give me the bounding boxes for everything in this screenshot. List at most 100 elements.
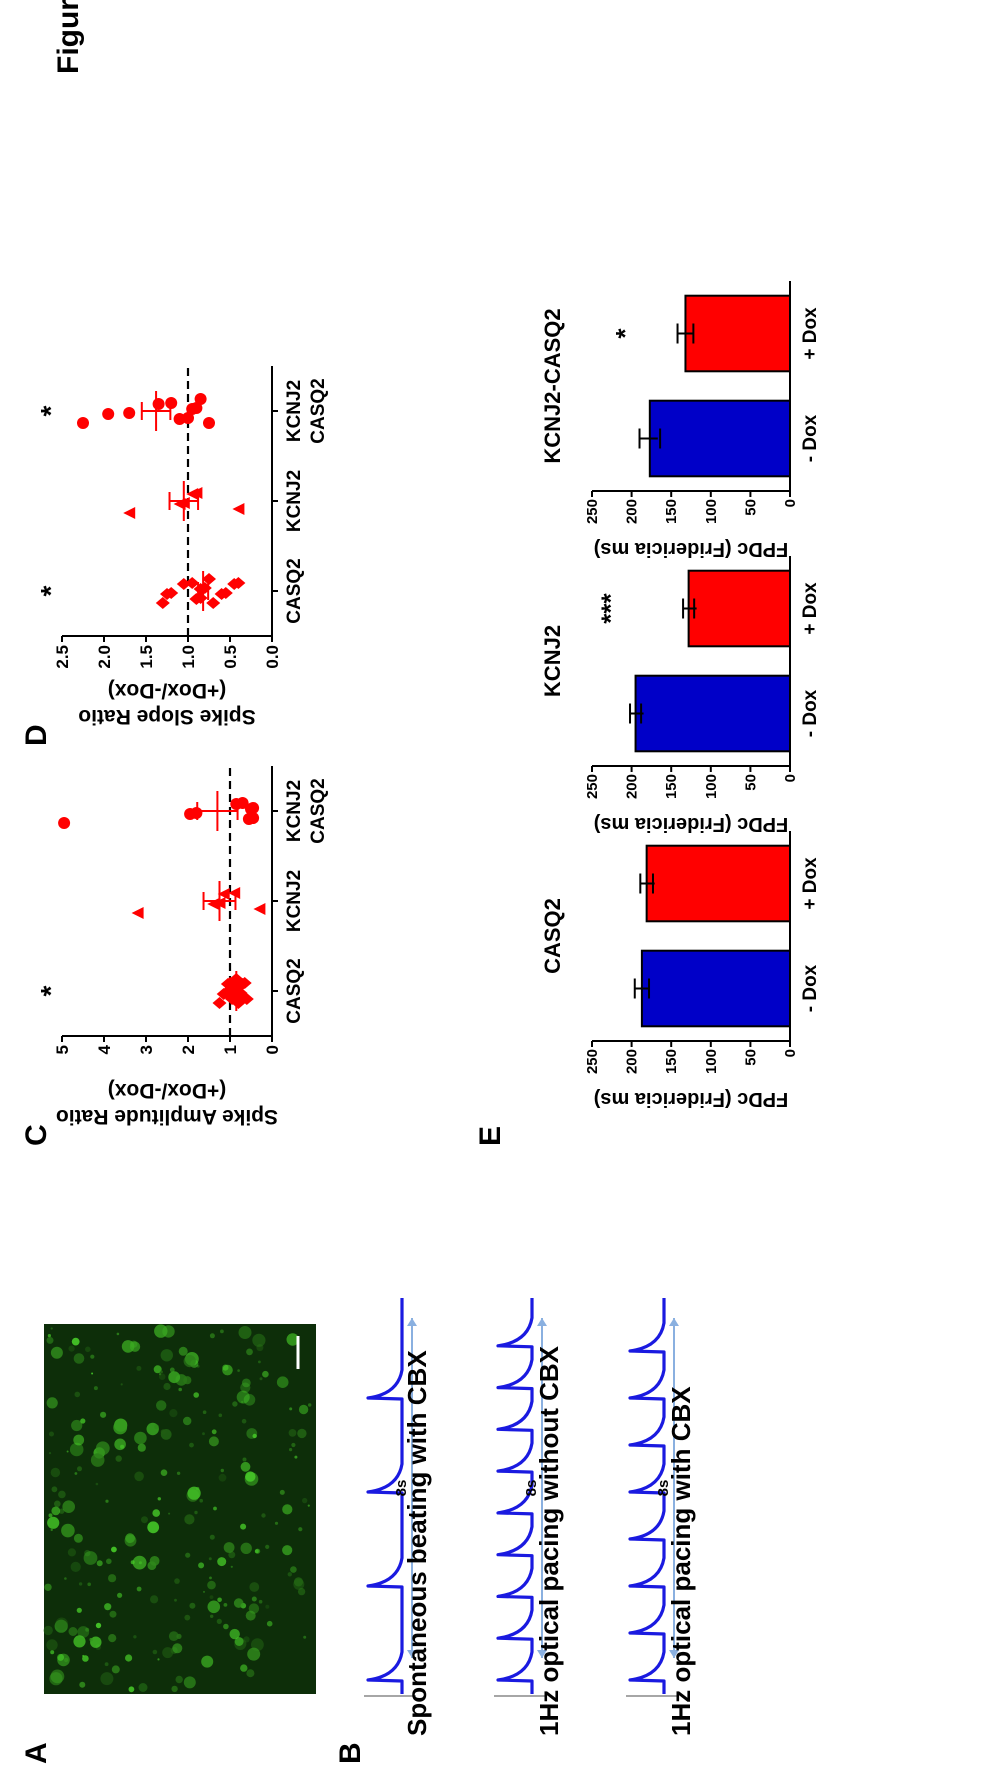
cell-spot [160, 1469, 168, 1476]
y-tick-label: 250 [584, 1049, 601, 1074]
cell-spot [265, 1604, 270, 1609]
cell-spot [80, 1418, 86, 1424]
cell-spot [207, 1600, 221, 1614]
cell-spot [147, 1521, 160, 1534]
cell-spot [50, 1650, 55, 1655]
y-tick-label: 2.0 [95, 645, 114, 669]
cell-spot [157, 1497, 162, 1501]
optical-trace [628, 1298, 666, 1694]
cell-spot [208, 1436, 219, 1447]
cell-spot [171, 1685, 178, 1693]
cell-spot [217, 1557, 227, 1567]
data-point [123, 507, 136, 519]
cell-spot [90, 1636, 102, 1648]
cell-spot [73, 1434, 85, 1446]
cell-spot [236, 1390, 250, 1404]
cell-spot [57, 1653, 65, 1661]
cell-spot [96, 1560, 103, 1567]
cell-spot [240, 1664, 248, 1672]
data-point [194, 393, 207, 405]
cell-spot [207, 1580, 216, 1590]
cell-spot [66, 1450, 69, 1453]
data-point [102, 408, 115, 420]
y-tick-label: 0 [782, 774, 799, 782]
cell-spot [266, 1620, 273, 1627]
x-tick-label: CASQ2 [284, 558, 305, 623]
cell-spot [209, 1576, 212, 1580]
x-tick-label: + Dox [800, 307, 821, 360]
cell-spot [85, 1627, 90, 1632]
cell-spot [241, 1400, 244, 1404]
cell-spot [308, 1403, 312, 1407]
cell-spot [128, 1686, 135, 1693]
cell-spot [61, 1523, 75, 1538]
data-point [253, 903, 266, 915]
x-tick-label: KCNJ2 [284, 470, 305, 532]
x-tick-label: - Dox [800, 689, 821, 737]
cell-spot [152, 1509, 160, 1517]
y-tick-label: 250 [584, 774, 601, 799]
cell-spot [230, 1565, 233, 1568]
cell-spot [48, 1513, 53, 1518]
data-point [239, 993, 254, 1005]
cell-spot [158, 1373, 166, 1380]
cell-spot [246, 1669, 255, 1678]
cell-spot [150, 1595, 159, 1604]
cell-spot [223, 1623, 229, 1630]
cell-spot [70, 1561, 81, 1572]
cell-spot [218, 1473, 227, 1482]
cell-spot [89, 1637, 93, 1642]
x-tick-label: + Dox [800, 857, 821, 910]
cell-spot [116, 1332, 120, 1336]
x-tick-label: - Dox [800, 414, 821, 462]
cell-spot [46, 1639, 58, 1651]
cell-spot [95, 1482, 99, 1486]
cell-spot [82, 1654, 85, 1658]
y-axis-label: Spike Amplitude Ratio (+Dox/-Dox) [56, 1079, 278, 1128]
chart-title: KCNJ2-CASQ2 [540, 308, 565, 463]
y-tick-label: 100 [703, 499, 720, 524]
cell-spot [51, 1486, 58, 1493]
cell-spot [265, 1544, 270, 1549]
cell-spot [246, 1348, 253, 1356]
y-tick-label: 250 [584, 499, 601, 524]
cell-spot [229, 1628, 240, 1640]
chart-e1: 0 50 100 150 200 250 FPDc (Fridericia ms) CASQ2… [540, 831, 821, 1110]
data-point [231, 577, 246, 589]
data-point [206, 597, 221, 609]
cell-spot [93, 1386, 98, 1391]
scale-label: 8s [655, 1480, 672, 1497]
cell-spot [68, 1627, 78, 1636]
panel-letter-a: A [20, 1742, 53, 1764]
cell-spot [68, 1345, 75, 1352]
cell-spot [44, 1583, 52, 1591]
cell-spot [174, 1578, 180, 1584]
x-tick-label: KCNJ2 [284, 780, 305, 842]
cell-spot [194, 1510, 198, 1515]
y-tick-label: 1 [221, 1045, 240, 1054]
cell-spot [59, 1508, 65, 1514]
y-tick-label: 200 [624, 774, 641, 799]
chart-d: 0.0 0.5 1.0 1.5 2.0 2.5 Spike Slope Ratio (+Dox… [35, 366, 329, 728]
cell-spot [168, 1371, 181, 1384]
y-tick-label: 0 [263, 1045, 282, 1054]
cell-spot [159, 1373, 162, 1376]
x-tick-label: CASQ2 [308, 378, 329, 443]
cell-spot [77, 1466, 82, 1472]
cell-spot [141, 1516, 148, 1524]
bar [684, 294, 791, 373]
cell-spot [274, 1521, 279, 1525]
data-point [190, 402, 203, 414]
cell-spot [154, 1324, 168, 1338]
cell-spot [184, 1514, 195, 1525]
cell-spot [199, 1498, 203, 1503]
cell-spot [156, 1400, 167, 1411]
cell-spot [234, 1637, 244, 1646]
y-tick-label: 3 [137, 1045, 156, 1054]
data-point [228, 887, 241, 899]
cell-spot [176, 1471, 181, 1475]
cell-spot [162, 1647, 174, 1659]
cell-spot [58, 1490, 66, 1499]
cell-spot [87, 1582, 91, 1587]
